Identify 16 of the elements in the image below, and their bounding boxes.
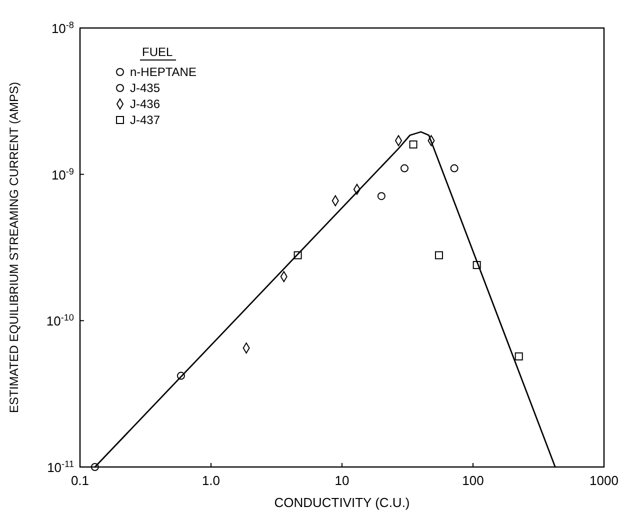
legend-label: n-HEPTANE [130,65,196,79]
x-tick-label: 1000 [590,473,618,488]
y-tick-label: 10$^{-10}$ [46,312,74,329]
x-tick-label: 1.0 [202,473,220,488]
x-axis-title: CONDUCTIVITY (C.U.) [274,495,410,510]
legend-title: FUEL [142,45,173,59]
x-tick-label: 100 [462,473,484,488]
legend-label: J-435 [130,81,160,95]
y-tick-label: 10$^{-8}$ [51,20,74,36]
y-axis-title: ESTIMATED EQUILIBRIUM STREAMING CURRENT (AMPS) [7,82,21,413]
x-tick-label: 0.1 [70,473,90,488]
legend-label: J-437 [130,113,160,127]
x-tick-label: 10 [334,473,350,488]
y-tick-label: 10$^{-11}$ [47,459,74,475]
legend-label: J-436 [130,97,160,111]
y-tick-label: 10$^{-9}$ [51,166,74,182]
